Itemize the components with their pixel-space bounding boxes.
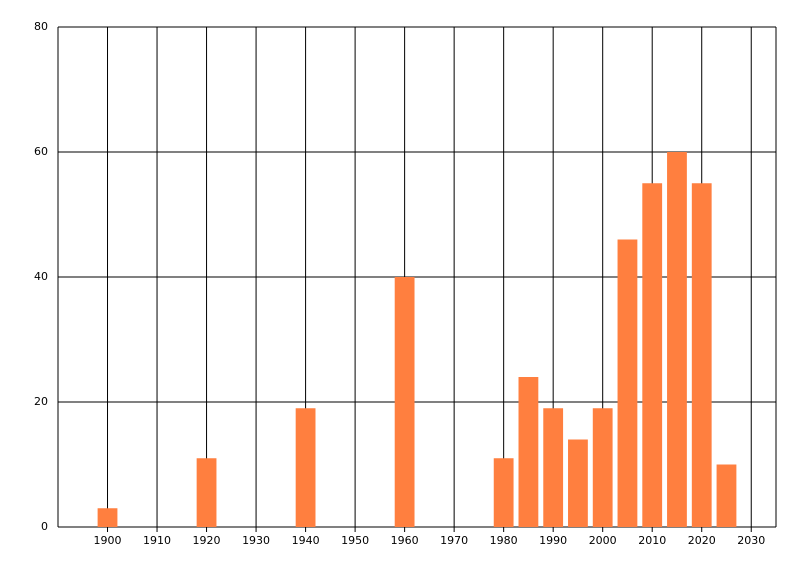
- x-tick-label: 2030: [737, 534, 765, 547]
- x-tick-label: 1970: [440, 534, 468, 547]
- bar: [667, 152, 687, 527]
- y-tick-label: 40: [34, 270, 48, 283]
- y-tick-label: 20: [34, 395, 48, 408]
- bar: [493, 458, 514, 527]
- x-tick-label: 1990: [539, 534, 567, 547]
- x-tick-label: 2020: [688, 534, 716, 547]
- x-tick-label: 1930: [242, 534, 270, 547]
- bar: [543, 408, 564, 527]
- bar: [394, 277, 415, 527]
- bar: [518, 377, 539, 527]
- y-tick-label: 60: [34, 145, 48, 158]
- x-tick-label: 1920: [193, 534, 221, 547]
- x-tick-label: 1940: [292, 534, 320, 547]
- y-tick-label: 0: [41, 520, 48, 533]
- y-tick-label: 80: [34, 20, 48, 33]
- x-tick-label: 2010: [638, 534, 666, 547]
- bar: [617, 239, 638, 527]
- bar: [691, 183, 712, 527]
- bar: [568, 439, 588, 527]
- x-tick-label: 1980: [490, 534, 518, 547]
- bar: [642, 183, 663, 527]
- x-tick-label: 1910: [143, 534, 171, 547]
- bar: [196, 458, 217, 527]
- x-tick-label: 1900: [94, 534, 122, 547]
- x-tick-label: 1960: [391, 534, 419, 547]
- bar: [592, 408, 613, 527]
- x-tick-label: 2000: [589, 534, 617, 547]
- bar: [295, 408, 316, 527]
- bar: [716, 464, 737, 527]
- bar: [97, 508, 118, 527]
- x-tick-label: 1950: [341, 534, 369, 547]
